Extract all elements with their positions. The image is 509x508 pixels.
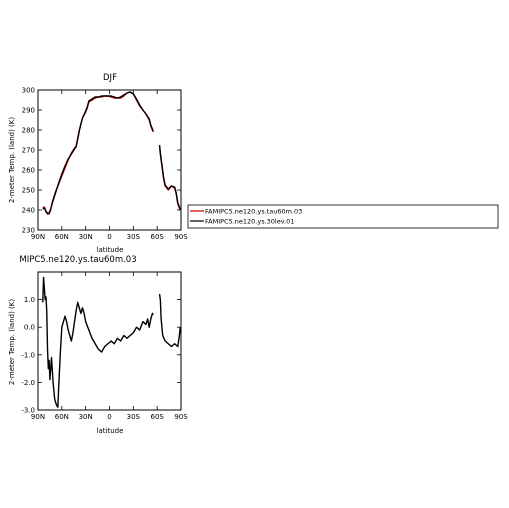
top-plot-frame	[37, 89, 182, 231]
series-1-line-segment-1	[42, 276, 154, 408]
y-tick-label: -2.0	[21, 379, 35, 387]
series-1-line-segment-1	[42, 91, 154, 215]
x-tick-label: 0	[107, 233, 111, 241]
y-tick-label: 240	[22, 207, 35, 215]
series-2-line-segment-2	[158, 144, 181, 211]
y-tick-label: 230	[22, 227, 35, 235]
legend-label-2: FAMIPC5.ne120.ys.30lev.01	[205, 218, 294, 226]
legend-box	[187, 204, 499, 229]
x-tick-label: 60S	[150, 233, 164, 241]
y-tick-label: 1.0	[24, 296, 35, 304]
bottom-plot-frame	[37, 271, 182, 411]
x-tick-label: 30N	[79, 413, 93, 421]
bottom-chart-title: MIPC5.ne120.ys.tau60m.03	[19, 255, 136, 265]
x-tick-label: 30S	[127, 233, 141, 241]
legend-label-1: FAMIPC5.ne120.ys.tau60m.03	[205, 208, 302, 216]
bottom-yaxis-title: 2-meter Temp. (land) (K)	[8, 299, 16, 385]
y-tick-label: 290	[22, 107, 35, 115]
legend: FAMIPC5.ne120.ys.tau60m.03 FAMIPC5.ne120…	[187, 204, 499, 229]
top-chart-panel: DJF 90N 60N 30N 0 30S 60S 90S 230 240 250 260 270 28…	[8, 73, 188, 254]
y-tick-label: -1.0	[21, 351, 35, 359]
x-tick-label: 60N	[55, 413, 69, 421]
x-tick-label: 90N	[31, 413, 45, 421]
top-chart-title: DJF	[103, 73, 117, 83]
y-tick-label: 270	[22, 147, 35, 155]
y-tick-label: 250	[22, 187, 35, 195]
top-xaxis-title: latitude	[97, 246, 124, 254]
y-tick-label: 0.0	[24, 324, 35, 332]
y-tick-label: -3.0	[21, 407, 35, 415]
x-tick-label: 30S	[127, 413, 141, 421]
y-tick-label: 300	[22, 87, 35, 95]
x-tick-label: 60N	[55, 233, 69, 241]
x-tick-label: 90N	[31, 233, 45, 241]
bottom-xaxis-title: latitude	[97, 427, 124, 435]
series-2-line-segment-1	[42, 91, 154, 215]
bottom-chart-panel: MIPC5.ne120.ys.tau60m.03 90N 60N 30N 0 30S 60…	[8, 255, 188, 435]
y-tick-label: 280	[22, 127, 35, 135]
series-1-line-segment-2	[158, 293, 181, 348]
x-tick-label: 0	[107, 413, 111, 421]
x-tick-label: 30N	[79, 233, 93, 241]
x-tick-label: 90S	[174, 233, 188, 241]
x-tick-label: 60S	[150, 413, 164, 421]
y-tick-label: 260	[22, 167, 35, 175]
top-yaxis-title: 2-meter Temp. (land) (K)	[8, 117, 16, 203]
x-tick-label: 90S	[174, 413, 188, 421]
